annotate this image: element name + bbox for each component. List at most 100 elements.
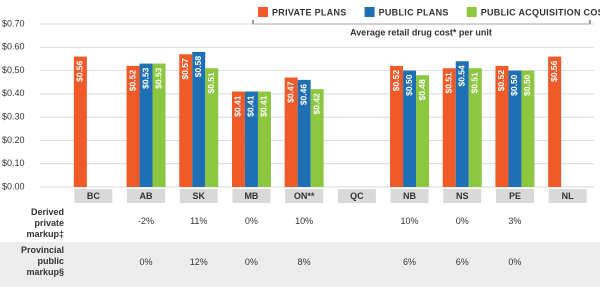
y-tick-label: $0.30	[2, 112, 25, 122]
bar	[205, 68, 219, 187]
bar	[508, 70, 522, 187]
bar	[179, 54, 193, 188]
category-box	[74, 189, 113, 203]
category-box	[337, 189, 376, 203]
x-tick-label: ON**	[294, 191, 315, 201]
bar	[548, 56, 562, 187]
legend-label: PRIVATE PLANS	[272, 7, 347, 17]
x-tick-label: NL	[562, 191, 574, 201]
value-label: $0.50	[404, 74, 414, 96]
category-box	[127, 189, 166, 203]
x-tick-label: PE	[509, 191, 521, 201]
table-cell: 0%	[508, 257, 522, 267]
bar	[390, 65, 404, 187]
bar	[455, 61, 469, 187]
row-label: Derived private markup‡	[26, 207, 64, 239]
table-cell: 6%	[403, 257, 417, 267]
bar	[297, 79, 311, 187]
y-tick-label: $0.20	[2, 135, 25, 145]
value-label: $0.53	[153, 67, 163, 89]
value-label: $0.47	[285, 81, 295, 103]
bar	[152, 63, 166, 188]
bar	[231, 91, 245, 187]
bar	[192, 51, 206, 187]
table-cell: 11%	[190, 216, 208, 226]
bar	[284, 77, 298, 187]
category-box	[548, 189, 587, 203]
row-background	[0, 242, 600, 287]
value-label: $0.48	[417, 79, 427, 101]
category-box	[179, 189, 218, 203]
category-box	[443, 189, 482, 203]
value-label: $0.58	[193, 56, 203, 78]
value-label: $0.50	[522, 74, 532, 96]
legend-swatch	[466, 7, 477, 17]
row-label: Provincial public markup§	[20, 245, 64, 277]
category-box	[285, 189, 324, 203]
x-tick-label: NS	[456, 191, 469, 201]
y-tick-label: $0.00	[2, 181, 25, 191]
bar	[442, 68, 456, 187]
category-box	[232, 189, 271, 203]
value-label: $0.41	[246, 95, 256, 117]
table-cell: 0%	[139, 257, 153, 267]
x-tick-label: SK	[192, 191, 205, 201]
bar	[468, 68, 482, 187]
bar	[495, 65, 509, 187]
bar	[126, 65, 140, 187]
legend-swatch	[258, 7, 268, 17]
table-cell: 3%	[508, 216, 522, 226]
y-tick-label: $0.70	[2, 18, 25, 28]
table-cell: 10%	[295, 216, 314, 226]
bar	[139, 63, 153, 188]
table-cell: 8%	[297, 257, 311, 267]
bar	[73, 56, 87, 187]
value-label: $0.41	[233, 95, 243, 117]
bar	[310, 89, 324, 187]
value-label: $0.51	[206, 72, 216, 94]
value-label: $0.42	[311, 93, 321, 115]
value-label: $0.51	[444, 72, 454, 94]
value-label: $0.52	[496, 70, 506, 92]
x-tick-label: BC	[87, 191, 100, 201]
bar	[403, 70, 417, 187]
bar	[244, 91, 258, 187]
table-cell: 0%	[455, 216, 469, 226]
table-cell: 0%	[244, 257, 258, 267]
bar	[416, 75, 430, 187]
x-tick-label: MB	[244, 191, 258, 201]
category-box	[390, 189, 429, 203]
x-tick-label: QC	[350, 191, 364, 201]
chart: Average retail drug cost* per unit $0.00…	[2, 7, 600, 203]
legend-label: PUBLIC PLANS	[379, 7, 449, 17]
annotation: Average retail drug cost* per unit	[350, 27, 492, 37]
y-tick-label: $0.10	[2, 158, 25, 168]
value-label: $0.54	[457, 65, 467, 87]
value-label: $0.41	[259, 95, 269, 117]
legend-label: PUBLIC ACQUISITION COST†	[481, 7, 600, 17]
value-label: $0.51	[470, 72, 480, 94]
bar	[257, 91, 271, 187]
bracket-gap	[400, 28, 444, 38]
bar	[521, 70, 535, 187]
table-cell: 12%	[189, 257, 208, 267]
category-box	[495, 189, 534, 203]
value-label: $0.46	[298, 84, 308, 106]
x-tick-label: AB	[140, 191, 153, 201]
table-cell: 6%	[455, 257, 469, 267]
value-label: $0.52	[391, 70, 401, 92]
y-tick-label: $0.50	[2, 65, 25, 75]
legend-swatch	[364, 7, 375, 17]
table-cell: 0%	[244, 216, 258, 226]
value-label: $0.56	[75, 60, 85, 82]
y-tick-label: $0.40	[2, 88, 25, 98]
value-label: $0.52	[127, 70, 137, 92]
y-tick-label: $0.60	[2, 42, 25, 52]
value-label: $0.57	[180, 58, 190, 80]
table-cell: -2%	[138, 216, 155, 226]
value-label: $0.53	[140, 67, 150, 89]
x-tick-label: NB	[403, 191, 416, 201]
value-label: $0.50	[509, 74, 519, 96]
value-label: $0.56	[549, 60, 559, 82]
